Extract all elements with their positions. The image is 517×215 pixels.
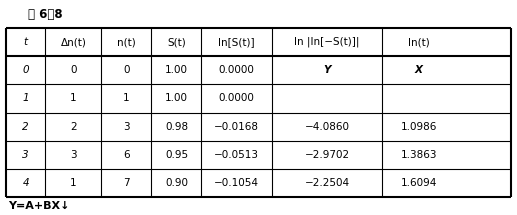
Text: 0.0000: 0.0000 [219,65,255,75]
Text: 1: 1 [123,93,130,103]
Text: 6: 6 [123,150,130,160]
Text: X: X [415,65,422,75]
Text: 3: 3 [70,150,77,160]
Text: ln[S(t)]: ln[S(t)] [219,37,255,47]
Text: Δn(t): Δn(t) [60,37,86,47]
Text: Y: Y [324,65,331,75]
Text: ln(t): ln(t) [408,37,430,47]
Text: 7: 7 [123,178,130,188]
Text: n(t): n(t) [117,37,136,47]
Text: ln |ln[−S(t)]|: ln |ln[−S(t)]| [294,37,360,47]
Text: 0.0000: 0.0000 [219,93,255,103]
Text: S(t): S(t) [167,37,186,47]
Text: 0.95: 0.95 [165,150,188,160]
Text: 0.98: 0.98 [165,122,188,132]
Text: 0: 0 [70,65,77,75]
Text: 1.3863: 1.3863 [400,150,437,160]
Text: 0: 0 [22,65,29,75]
Text: 3: 3 [22,150,29,160]
Text: 1: 1 [22,93,29,103]
Text: −2.2504: −2.2504 [305,178,349,188]
Text: 0.90: 0.90 [165,178,188,188]
Text: t: t [24,37,28,47]
Text: 1.00: 1.00 [165,65,188,75]
Text: −0.1054: −0.1054 [214,178,260,188]
Text: 1.00: 1.00 [165,93,188,103]
Text: −0.0168: −0.0168 [214,122,260,132]
Text: −0.0513: −0.0513 [214,150,260,160]
Text: −2.9702: −2.9702 [305,150,349,160]
Text: 1: 1 [70,93,77,103]
Text: 1: 1 [70,178,77,188]
Text: 1.0986: 1.0986 [400,122,437,132]
Text: 2: 2 [22,122,29,132]
Text: 3: 3 [123,122,130,132]
Text: Y=A+BX↓: Y=A+BX↓ [8,201,69,211]
Text: 0: 0 [123,65,130,75]
Text: 1.6094: 1.6094 [400,178,437,188]
Text: 4: 4 [22,178,29,188]
Text: 2: 2 [70,122,77,132]
Text: −4.0860: −4.0860 [305,122,349,132]
Text: 表 6－8: 表 6－8 [28,8,63,21]
